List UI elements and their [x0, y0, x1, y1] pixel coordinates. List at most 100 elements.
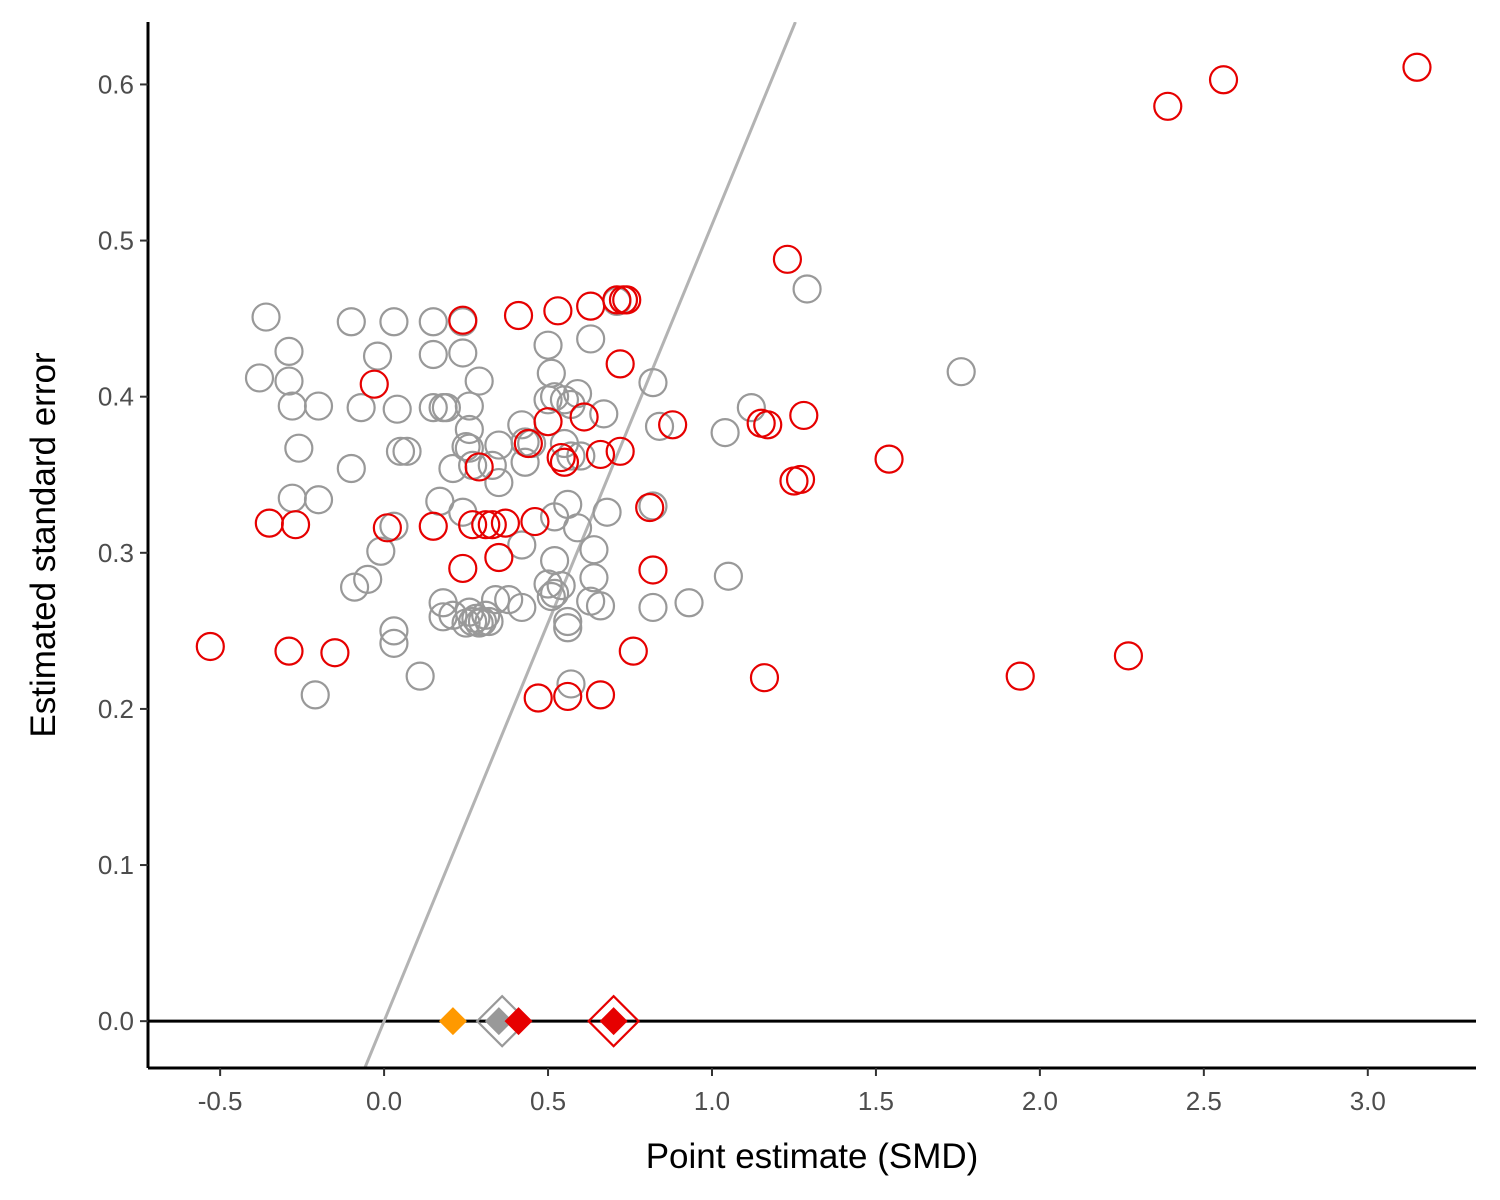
data-point-1-22: [546, 442, 576, 473]
data-point-0-17: [392, 436, 422, 466]
data-point-1-43: [785, 464, 816, 495]
data-point-0-27: [418, 393, 448, 423]
data-point-0-83: [553, 613, 583, 643]
data-point-0-67: [549, 385, 580, 415]
data-point-1-5: [359, 369, 389, 399]
data-point-0-72: [562, 378, 593, 409]
data-point-0-0: [251, 302, 281, 332]
data-point-1-21: [543, 296, 573, 326]
data-point-0-20: [339, 572, 370, 602]
data-point-0-4: [277, 391, 307, 421]
data-point-1-23: [549, 447, 580, 477]
data-point-1-50: [1402, 52, 1432, 82]
data-point-1-8: [448, 305, 478, 335]
data-point-0-50: [471, 600, 501, 630]
data-point-0-2: [274, 336, 304, 367]
data-point-0-52: [477, 450, 507, 480]
data-point-0-38: [454, 433, 484, 463]
data-point-0-82: [536, 581, 566, 612]
data-point-1-19: [523, 683, 553, 713]
data-point-0-92: [638, 368, 668, 398]
y-tick-label: 0.6: [98, 69, 134, 99]
data-point-0-97: [710, 417, 740, 448]
data-point-1-26: [576, 291, 606, 321]
x-tick-label: 3.0: [1350, 1086, 1386, 1116]
data-point-0-22: [379, 616, 409, 646]
plot-marks: [148, 22, 1476, 1068]
data-point-1-44: [789, 400, 819, 431]
x-tick-label: 2.0: [1022, 1086, 1058, 1116]
pooled-estimate-2-0: [438, 1007, 467, 1036]
data-point-0-101: [946, 357, 976, 387]
data-point-1-39: [749, 663, 780, 693]
axes: -0.5 0.0 0.5 1.0 1.5 2.0 2.5 3.0 0.0 0.1 0.2 0.3 0.4…: [98, 22, 1476, 1116]
data-point-1-11: [464, 452, 494, 482]
data-point-0-1: [244, 363, 275, 393]
data-point-0-63: [533, 330, 563, 360]
data-point-0-74: [589, 399, 619, 429]
x-axis-title: Point estimate (SMD): [646, 1137, 979, 1176]
data-point-0-23: [379, 628, 409, 658]
data-point-0-71: [566, 441, 596, 471]
data-point-0-80: [539, 578, 570, 608]
data-point-1-33: [612, 285, 642, 315]
y-tick-label: 0.4: [98, 382, 134, 412]
data-point-1-3: [274, 636, 304, 666]
data-point-0-48: [464, 608, 494, 638]
data-point-0-51: [474, 606, 504, 637]
data-point-0-29: [431, 393, 461, 423]
data-point-1-46: [1005, 661, 1035, 691]
data-point-1-18: [520, 506, 550, 537]
data-point-1-9: [448, 553, 478, 584]
data-point-0-13: [362, 341, 393, 371]
data-point-0-12: [336, 453, 366, 484]
data-point-0-70: [556, 441, 586, 471]
data-point-0-100: [792, 274, 822, 304]
data-point-0-55: [480, 585, 511, 615]
data-point-0-93: [644, 411, 675, 441]
data-point-0-15: [382, 394, 412, 424]
data-point-0-87: [579, 563, 609, 593]
data-point-1-25: [569, 402, 599, 432]
panel-content: [148, 22, 1476, 1068]
data-point-0-3: [274, 366, 304, 396]
data-point-1-48: [1153, 91, 1183, 121]
y-tick-label: 0.1: [98, 850, 134, 880]
data-point-1-20: [533, 407, 563, 437]
data-point-0-90: [592, 497, 622, 527]
data-point-1-41: [772, 244, 803, 274]
data-point-0-86: [579, 535, 609, 565]
pooled-estimate-5-1: [599, 1007, 628, 1036]
pooled-estimate-outline-6-0: [587, 994, 641, 1048]
data-point-0-57: [507, 592, 537, 623]
data-point-0-37: [454, 414, 484, 445]
data-point-0-10: [336, 307, 366, 337]
data-point-1-29: [602, 285, 632, 315]
data-point-0-95: [638, 592, 668, 623]
y-axis-title: Estimated standard error: [24, 352, 63, 738]
data-point-1-45: [874, 444, 904, 474]
data-point-1-4: [320, 638, 350, 668]
data-point-0-25: [418, 307, 448, 337]
data-point-1-27: [585, 439, 616, 470]
data-point-0-8: [303, 485, 334, 515]
data-point-0-99: [736, 393, 766, 423]
data-point-1-14: [484, 542, 514, 573]
data-point-1-1: [254, 508, 284, 538]
y-tick-label: 0.5: [98, 226, 134, 256]
data-point-0-36: [454, 391, 484, 421]
data-point-0-26: [418, 339, 448, 370]
x-tick-label: 0.0: [366, 1086, 402, 1116]
data-point-1-16: [503, 300, 534, 331]
data-point-1-35: [635, 492, 665, 523]
x-tick-label: 1.5: [858, 1086, 894, 1116]
data-point-0-16: [385, 436, 416, 466]
data-point-0-79: [533, 569, 563, 599]
x-tick-label: -0.5: [198, 1086, 243, 1116]
data-point-1-2: [280, 510, 311, 540]
data-point-0-58: [507, 530, 537, 560]
data-point-1-37: [658, 410, 688, 440]
data-point-0-18: [366, 536, 396, 566]
data-point-0-98: [713, 561, 743, 591]
